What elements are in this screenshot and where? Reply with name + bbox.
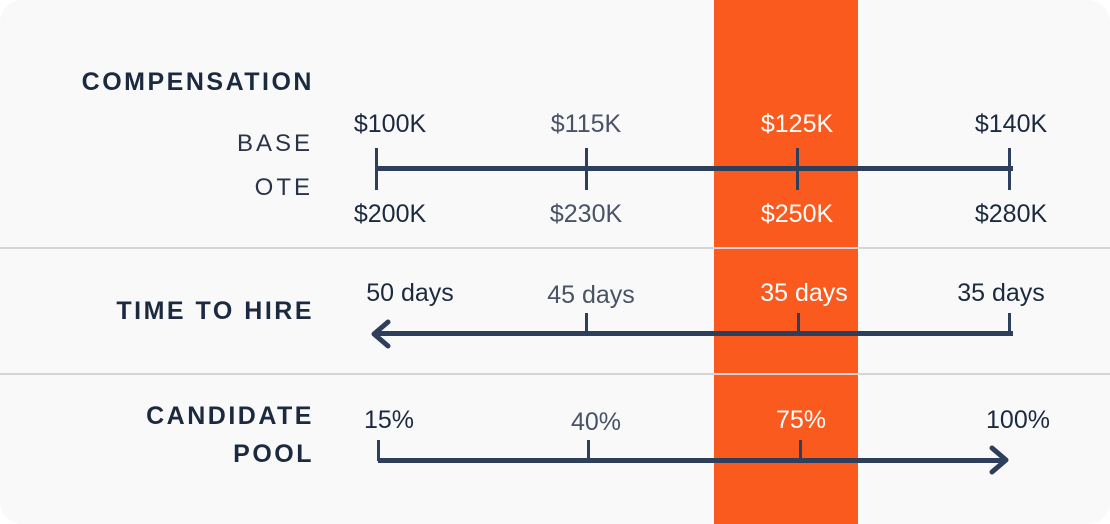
time-value-2: 45 days [547,281,635,309]
base-value-2: $115K [550,110,622,138]
time-tick-3 [797,313,800,334]
time-tick-4 [1008,313,1011,336]
candidate-pool-title-line2: POOL [233,440,314,468]
pool-tick-2 [587,440,590,461]
ote-value-4: $280K [974,200,1048,228]
row-divider-2 [0,373,1110,375]
compensation-title: COMPENSATION [81,68,314,96]
left-arrow-icon [371,319,391,349]
ote-value-1: $200K [353,200,427,228]
base-value-1: $100K [353,110,427,138]
time-value-3: 35 days [760,279,848,307]
compensation-tick-2 [585,148,588,190]
candidate-pool-axis [378,458,1002,463]
base-label: BASE [236,130,313,157]
ote-value-3: $250K [760,200,834,228]
time-value-1: 50 days [366,279,454,307]
compensation-tick-3 [796,148,799,190]
candidate-pool-title-line1: CANDIDATE [146,402,314,430]
pool-value-2: 40% [570,408,622,436]
time-value-4: 35 days [957,279,1045,307]
compensation-tick-4 [1008,148,1011,190]
compensation-axis [376,166,1013,171]
pool-value-4: 100% [986,406,1050,434]
compensation-tick-1 [375,148,378,190]
time-tick-2 [585,313,588,334]
right-arrow-icon [989,445,1009,475]
highlight-column [714,0,858,524]
ote-value-2: $230K [549,200,623,228]
time-to-hire-title: TIME TO HIRE [116,297,314,325]
pool-value-3: 75% [775,406,827,434]
ote-label: OTE [254,174,313,201]
base-value-3: $125K [760,110,834,138]
base-value-4: $140K [974,110,1048,138]
pool-tick-1 [377,440,380,461]
time-to-hire-axis [378,331,1013,336]
pool-tick-3 [799,440,802,461]
row-divider-1 [0,247,1110,249]
pool-value-1: 15% [363,406,415,434]
